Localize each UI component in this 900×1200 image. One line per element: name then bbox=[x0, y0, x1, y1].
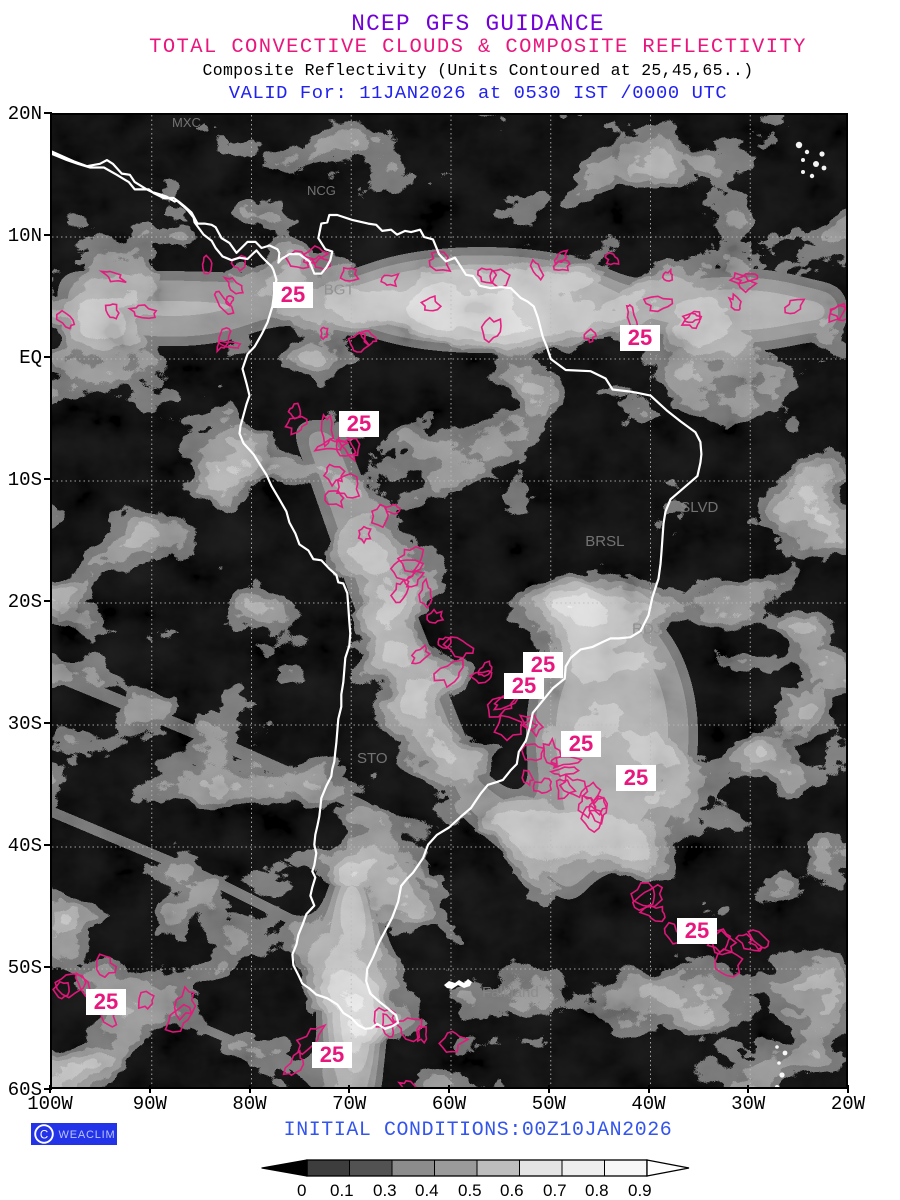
svg-text:BRSL: BRSL bbox=[585, 533, 624, 550]
svg-text:25: 25 bbox=[320, 1042, 344, 1067]
svg-text:BGT: BGT bbox=[324, 282, 355, 299]
svg-text:25: 25 bbox=[685, 918, 709, 943]
svg-text:25: 25 bbox=[624, 765, 648, 790]
svg-text:NCG: NCG bbox=[307, 183, 336, 198]
svg-text:MXC: MXC bbox=[172, 115, 201, 130]
svg-text:25: 25 bbox=[569, 731, 593, 756]
svg-text:STO: STO bbox=[357, 750, 388, 767]
svg-text:Falkland: Falkland bbox=[482, 984, 539, 1001]
svg-text:25: 25 bbox=[94, 989, 118, 1014]
svg-text:25: 25 bbox=[512, 673, 536, 698]
svg-text:25: 25 bbox=[281, 282, 305, 307]
svg-text:RDJ: RDJ bbox=[632, 621, 661, 638]
svg-text:25: 25 bbox=[628, 325, 652, 350]
svg-text:SLVD: SLVD bbox=[680, 499, 718, 516]
svg-text:25: 25 bbox=[347, 411, 371, 436]
